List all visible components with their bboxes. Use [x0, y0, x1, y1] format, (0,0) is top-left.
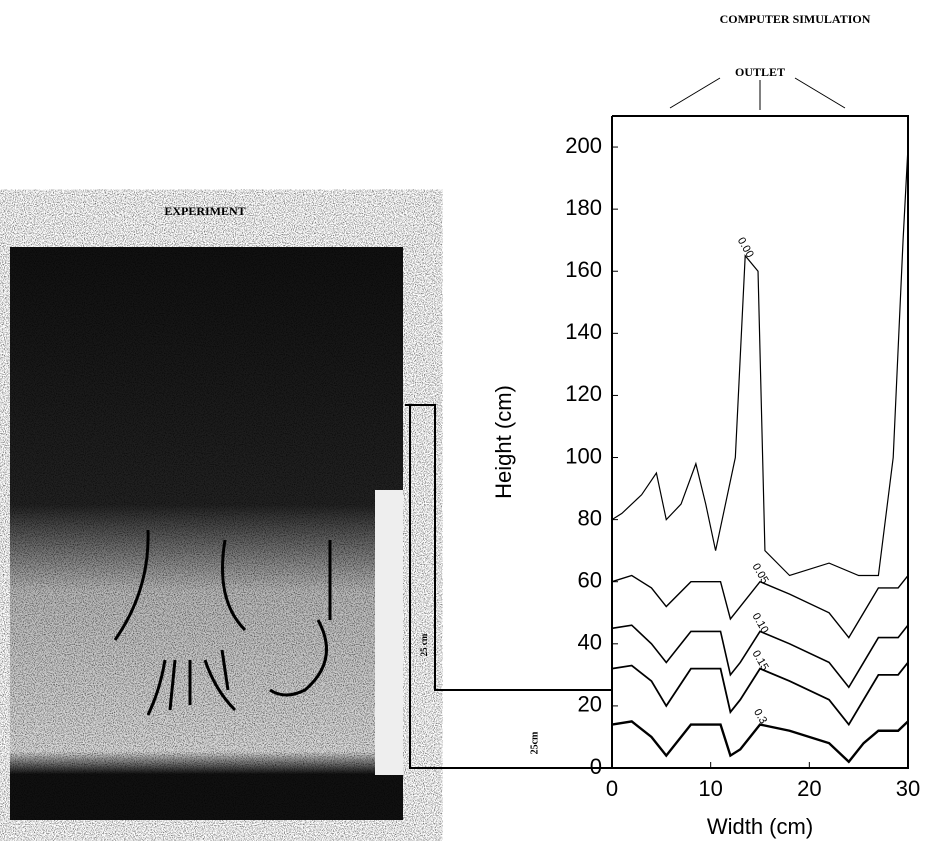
- contour-line: [611, 574, 909, 639]
- outlet-label: OUTLET: [735, 65, 785, 79]
- y-axis-title: Height (cm): [491, 385, 516, 499]
- y-tick-label: 160: [565, 257, 602, 282]
- contour-line: [611, 624, 909, 689]
- contour-line: [611, 720, 909, 764]
- x-tick-label: 30: [896, 776, 920, 801]
- x-axis-title: Width (cm): [707, 814, 813, 839]
- y-tick-label: 40: [578, 630, 602, 655]
- chart-title: COMPUTER SIMULATION: [720, 12, 871, 26]
- contour-label: 0.05: [750, 561, 771, 586]
- y-tick-label: 100: [565, 443, 602, 468]
- contour-label: 0.3: [751, 707, 769, 726]
- y-tick-label: 20: [578, 692, 602, 717]
- x-tick-label: 0: [606, 776, 618, 801]
- outlet-bracket: [669, 77, 846, 110]
- y-tick-label: 140: [565, 319, 602, 344]
- contour-line: [611, 147, 909, 577]
- contour-label: 0.00: [735, 235, 756, 260]
- y-tick-label: 120: [565, 381, 602, 406]
- y-tick-label: 60: [578, 568, 602, 593]
- y-tick-label: 200: [565, 133, 602, 158]
- depth-label: 25cm: [529, 731, 540, 754]
- photo: [10, 247, 403, 820]
- y-tick-label: 0: [590, 754, 602, 779]
- x-tick-label: 10: [698, 776, 722, 801]
- experiment-title: EXPERIMENT: [164, 204, 245, 218]
- contour-label: 0.10: [750, 611, 771, 636]
- contour-line: [611, 661, 909, 727]
- y-tick-label: 180: [565, 195, 602, 220]
- scale-bar: [405, 404, 612, 769]
- x-tick-label: 20: [797, 776, 821, 801]
- y-tick-label: 80: [578, 505, 602, 530]
- contour-label: 0.15: [750, 648, 771, 673]
- scale-label: 25 cm: [419, 633, 429, 656]
